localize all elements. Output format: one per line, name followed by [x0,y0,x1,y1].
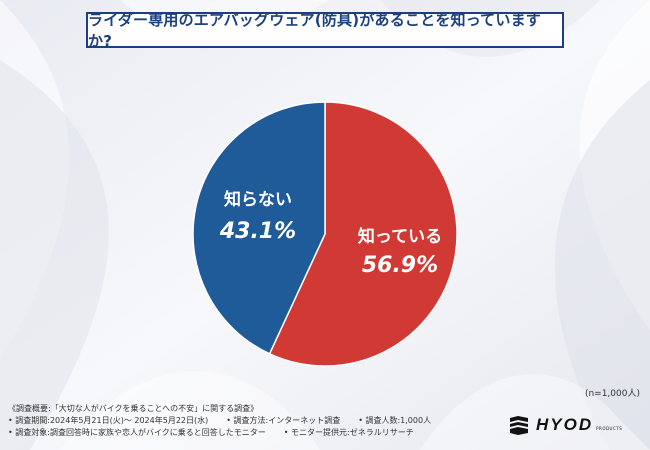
slice-label-0: 知っている [357,226,442,247]
pie-slice-1 [192,101,326,355]
hyod-logo: HYOD PRODUCTS [508,413,640,437]
survey-period: • 調査期間:2024年5月21日(火)～ 2024年5月22日(水) [8,416,209,425]
survey-people: • 調査人数:1,000人 [358,416,432,425]
slice-value-0: 56.9% [362,253,438,278]
survey-target: • 調査対象:調査回答時に家族や恋人がバイクに乗ると回答したモニター [8,428,266,437]
survey-provider: • モニター提供元:ゼネラルリサーチ [283,428,414,437]
sample-size-note: (n=1,000人) [584,389,640,399]
logo-subtext: PRODUCTS [596,426,623,431]
pie-slice-0 [268,101,458,367]
survey-footer: 《調査概要:「大切な人がバイクを乗ることへの不安」に関する調査》 • 調査期間:… [8,403,508,439]
logo-text: HYOD [536,415,594,434]
survey-details-row: • 調査期間:2024年5月21日(火)～ 2024年5月22日(水) • 調査方… [8,415,508,427]
survey-overview: 《調査概要:「大切な人がバイクを乗ることへの不安」に関する調査》 [8,404,259,413]
chart-title: ライダー専用のエアバッグウェア(防具)があることを知っていますか? [86,11,564,50]
survey-target-row: • 調査対象:調査回答時に家族や恋人がバイクに乗ると回答したモニター • モニター… [8,427,508,439]
logo-mark-icon [510,416,528,435]
survey-method: • 調査方法:インターネット調査 [226,416,341,425]
slice-label-1: 知らない [223,189,292,210]
slice-value-1: 43.1% [219,219,296,244]
